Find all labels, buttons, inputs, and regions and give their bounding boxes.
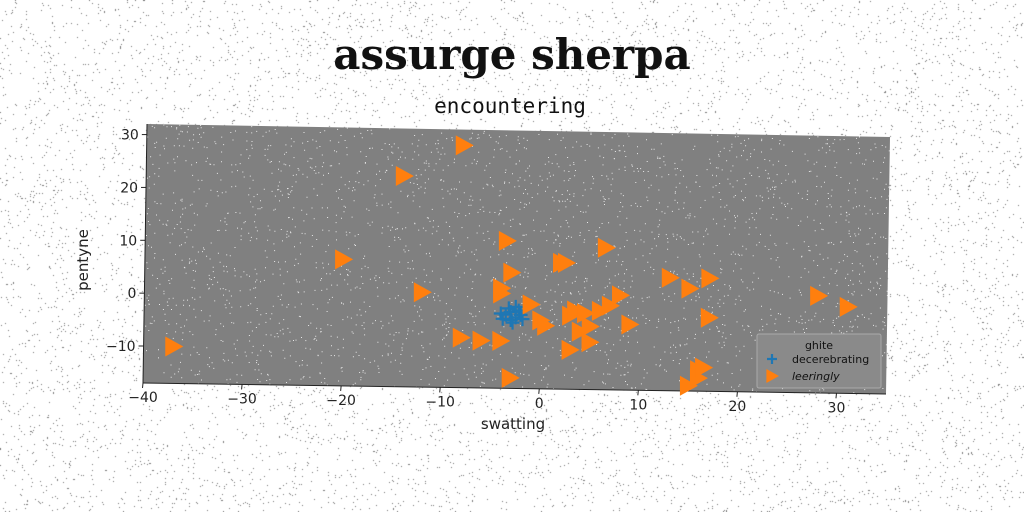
x-tick-label: −20 [326, 393, 356, 409]
leeringly-point [503, 262, 522, 283]
y-tick-label: −10 [106, 339, 136, 355]
legend-marker [766, 369, 779, 383]
leeringly-point [689, 368, 708, 389]
x-tick-mark [439, 387, 441, 393]
x-tick-mark [637, 390, 639, 396]
leeringly-point [571, 321, 590, 342]
leeringly-point [395, 165, 414, 186]
x-tick-label: −10 [425, 394, 455, 410]
leeringly-point [601, 295, 620, 316]
decerebrating-point [508, 299, 523, 314]
decerebrating-point [503, 312, 518, 327]
leeringly-point [493, 278, 512, 299]
x-tick-label: 20 [728, 399, 746, 415]
x-tick-mark [241, 384, 243, 390]
x-tick-mark [142, 382, 144, 389]
leeringly-point [700, 307, 719, 328]
y-tick-label: 10 [119, 233, 137, 249]
x-tick-mark [538, 388, 540, 394]
leeringly-point [452, 327, 471, 348]
x-tick-mark [340, 385, 342, 391]
x-tick-mark [835, 393, 837, 399]
y-tick-label: 30 [121, 128, 139, 144]
leeringly-point [621, 314, 640, 335]
legend-title: ghite [805, 339, 833, 352]
leeringly-point [701, 268, 720, 289]
leeringly-point [472, 330, 491, 351]
leeringly-point [335, 249, 354, 270]
x-axis-line [142, 382, 887, 395]
tick-labels: −40 −30 −20 −10 0 10 20 30 −10 0 10 20 30 [106, 128, 845, 417]
decerebrating-point [505, 315, 520, 330]
axes [142, 123, 887, 395]
legend-box [756, 333, 882, 389]
leeringly-point [537, 315, 556, 336]
leeringly-point [501, 367, 520, 388]
decerebrating-point [515, 312, 530, 327]
axes-title: encountering [434, 94, 586, 118]
figure-title: assurge sherpa [333, 30, 691, 79]
leeringly-point [581, 316, 600, 337]
leeringly-point [681, 278, 700, 299]
leeringly-point [498, 230, 517, 251]
leeringly-point [557, 252, 576, 273]
leeringly-point [413, 282, 432, 303]
x-axis-label: swatting [481, 415, 545, 433]
leeringly-point [581, 332, 600, 353]
x-tick-label: 10 [629, 397, 647, 413]
leeringly-point [577, 303, 596, 324]
legend-label: decerebrating [792, 353, 869, 366]
leeringly-point [561, 339, 580, 360]
leeringly-point [165, 336, 184, 357]
y-tick-label: 20 [120, 180, 138, 196]
x-tick-mark [736, 391, 738, 397]
x-tick-label: −30 [227, 391, 257, 407]
leeringly-point [611, 285, 630, 306]
x-tick-label: 0 [535, 396, 544, 412]
x-tick-label: −40 [128, 390, 158, 406]
leeringly-point [567, 300, 586, 321]
decerebrating-point [493, 306, 508, 321]
leeringly-point [695, 357, 714, 378]
leeringly-point [522, 294, 541, 315]
leeringly-point [679, 375, 698, 396]
y-tick-label: 0 [127, 286, 136, 302]
y-axis-line [142, 123, 148, 384]
leeringly-point [810, 285, 829, 306]
legend-marker [767, 354, 777, 364]
leeringly-point [839, 296, 858, 317]
leeringly-point [661, 267, 680, 288]
leeringly-point [591, 300, 610, 321]
x-tick-label: 30 [828, 400, 846, 416]
leeringly-point [597, 237, 616, 258]
legend-label: leeringly [792, 370, 840, 383]
decerebrating-point [501, 301, 516, 316]
plot-area [143, 124, 890, 394]
leeringly-point [455, 135, 474, 156]
leeringly-point [492, 330, 511, 351]
y-axis-label: pentyne [74, 229, 92, 291]
data-points [165, 135, 858, 396]
